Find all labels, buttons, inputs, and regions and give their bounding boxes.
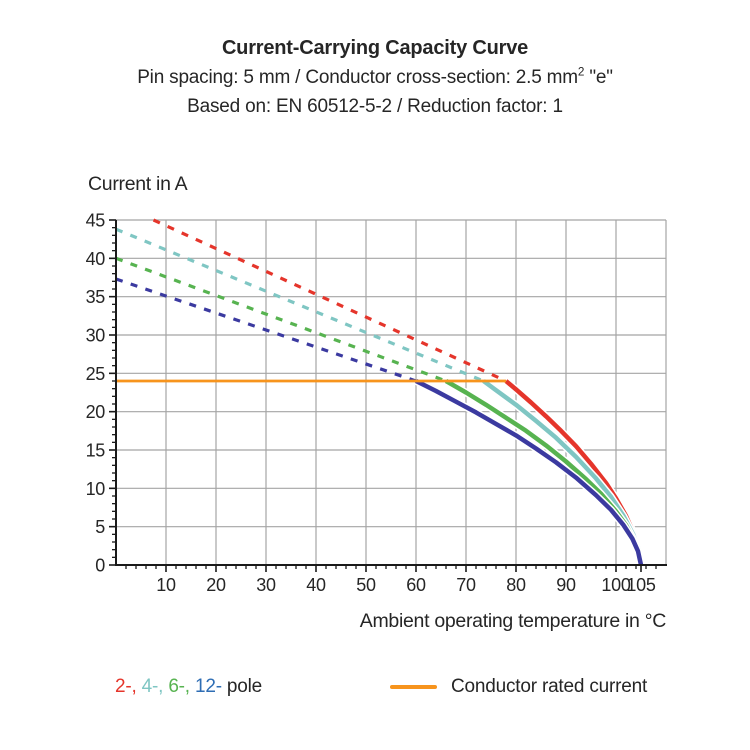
legend-pole-2: 2-, [115, 676, 142, 697]
legend-rated-current: Conductor rated current [390, 674, 647, 700]
legend-pole-items: 2-, 4-, 6-, 12- [115, 676, 227, 697]
subtitle-superscript: 2 [577, 65, 585, 79]
svg-text:20: 20 [86, 402, 106, 422]
svg-text:40: 40 [306, 575, 326, 595]
svg-text:30: 30 [86, 326, 106, 346]
series-4-pole-dashed [115, 227, 485, 383]
svg-text:25: 25 [86, 364, 106, 384]
svg-text:5: 5 [95, 517, 105, 537]
svg-text:10: 10 [156, 575, 176, 595]
svg-text:80: 80 [506, 575, 526, 595]
series-12-pole-dashed [115, 277, 417, 383]
svg-text:45: 45 [86, 211, 106, 231]
series-12-pole-solid [414, 378, 644, 566]
grid [116, 219, 667, 565]
chart-title: Current-Carrying Capacity Curve [221, 37, 529, 59]
chart-header: Current-Carrying Capacity Curve Pin spac… [0, 34, 750, 121]
chart-subtitle-specs: Pin spacing: 5 mm / Conductor cross-sect… [0, 63, 750, 92]
series-12-pole-halo [414, 377, 645, 566]
chart-subtitle-standard: Based on: EN 60512-5-2 / Reduction facto… [187, 96, 563, 117]
svg-text:100: 100 [601, 575, 630, 595]
svg-text:60: 60 [406, 575, 426, 595]
axis-titles: Current in A Ambient operating temperatur… [88, 173, 667, 632]
svg-text:105: 105 [626, 575, 655, 595]
series-6-pole-dashed [115, 256, 447, 383]
rated-current-label: Conductor rated current [451, 676, 648, 697]
svg-text:50: 50 [356, 575, 376, 595]
legend-pole-6: 6-, [168, 676, 195, 697]
legend-pole-12: 12- [194, 676, 227, 697]
axis-ticks [109, 219, 657, 572]
series-2-pole-dashed [152, 218, 507, 383]
subtitle-spec-text: Pin spacing: 5 mm / Conductor cross-sect… [137, 67, 578, 88]
x-axis-title: Ambient operating temperature in °C [360, 610, 666, 632]
series-4-pole-halo [481, 377, 645, 566]
legend-pole-4: 4-, [141, 676, 169, 697]
svg-text:30: 30 [256, 575, 276, 595]
svg-text:90: 90 [556, 575, 576, 595]
axes [115, 220, 667, 566]
svg-text:70: 70 [456, 575, 476, 595]
svg-text:0: 0 [95, 556, 105, 576]
subtitle-spec-suffix: "e" [584, 67, 613, 88]
legend-poles: 2-, 4-, 6-, 12- pole [115, 674, 262, 700]
svg-text:10: 10 [86, 479, 106, 499]
svg-text:40: 40 [86, 249, 106, 269]
legend-pole-suffix: pole [226, 676, 263, 697]
y-tick-labels: 0 5 10 15 20 25 30 35 40 45 [86, 211, 106, 576]
svg-text:20: 20 [206, 575, 226, 595]
series-4-pole-solid [482, 379, 644, 566]
svg-text:35: 35 [86, 287, 106, 307]
rated-current-line-swatch [390, 685, 437, 689]
svg-text:15: 15 [86, 441, 106, 461]
y-axis-title: Current in A [88, 173, 188, 195]
